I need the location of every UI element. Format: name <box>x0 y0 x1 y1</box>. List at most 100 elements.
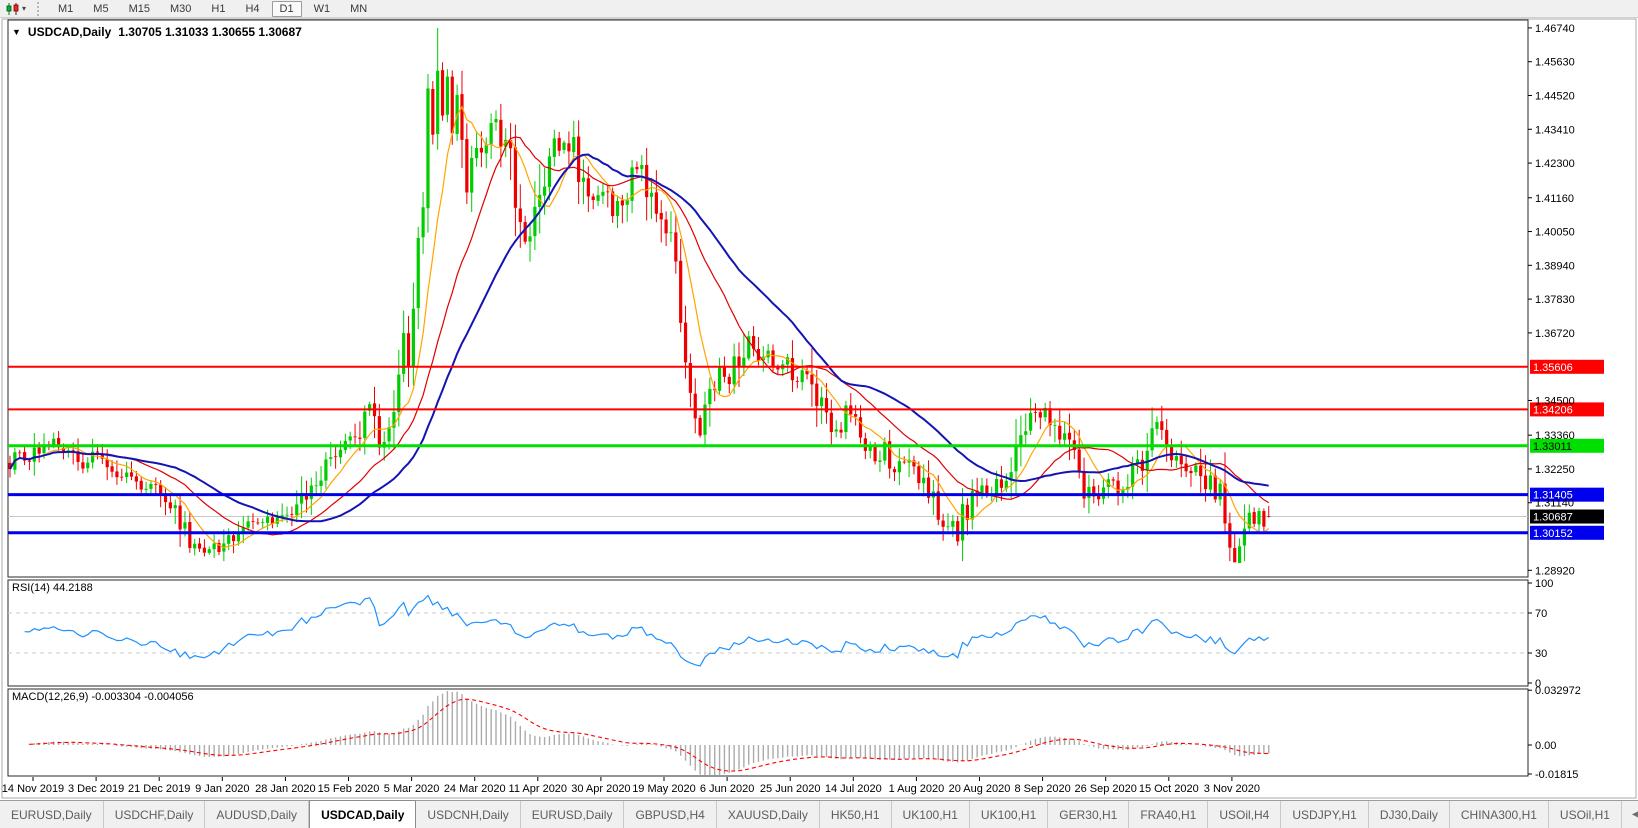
candle <box>820 386 824 425</box>
level-1.31405-badge <box>1530 487 1604 502</box>
candle <box>547 148 552 201</box>
price-chart-canvas[interactable]: 1.35606 1.34206 1.33011 1.31405 1.30152 1.306… <box>0 18 1638 800</box>
current-price-badge-text: 1.30687 <box>1533 512 1573 524</box>
tab-audusd-daily[interactable]: AUDUSD,Daily <box>205 801 310 828</box>
timeframe-button-d1[interactable]: D1 <box>271 0 302 17</box>
scroll-left-icon[interactable]: ◀ <box>1631 809 1638 820</box>
candle <box>839 422 843 439</box>
candle <box>679 238 683 333</box>
fast-ma-line <box>9 105 1270 549</box>
candle <box>1111 476 1115 487</box>
timeframe-button-m15[interactable]: M15 <box>128 2 150 15</box>
tab-usdjpy-h1[interactable]: USDJPY,H1 <box>1281 801 1369 828</box>
date-tick-label: 15 Feb 2020 <box>318 783 380 795</box>
tab-uk100-h1[interactable]: UK100,H1 <box>970 801 1049 828</box>
tab-usdcad-daily[interactable]: USDCAD,Daily <box>309 800 417 828</box>
chart-tabs: EURUSD,Daily USDCHF,Daily AUDUSD,Daily USDC… <box>0 800 1622 828</box>
candle <box>309 477 313 516</box>
candle <box>465 123 469 205</box>
candle <box>411 282 415 386</box>
candle <box>474 130 479 167</box>
rsi-line <box>24 594 1270 667</box>
timeframe-button-m1[interactable]: M1 <box>58 2 74 15</box>
candle <box>960 487 965 562</box>
candle <box>956 516 960 546</box>
timeframe-button-w1[interactable]: W1 <box>313 2 331 15</box>
tab-xauusd-daily[interactable]: XAUUSD,Daily <box>717 801 820 828</box>
tab-ger30-h1[interactable]: GER30,H1 <box>1048 801 1130 828</box>
current-price-badge <box>1530 509 1604 524</box>
timeframe-button-h1[interactable]: H1 <box>211 2 226 15</box>
candle <box>217 539 221 556</box>
candle <box>110 460 114 478</box>
macd-signal-line <box>29 698 1269 772</box>
tab-eurusd-daily[interactable]: EURUSD,Daily <box>521 801 625 828</box>
candle <box>970 479 974 530</box>
candle <box>1213 468 1217 503</box>
date-tick-label: 6 Jun 2020 <box>700 783 754 795</box>
candle <box>251 513 255 530</box>
candle <box>494 110 498 131</box>
tab-dj30-daily[interactable]: DJ30,Daily <box>1369 801 1450 828</box>
candle <box>805 367 809 380</box>
candle <box>664 211 668 246</box>
rsi-panel-border <box>7 579 1529 687</box>
timeframe-button-m30[interactable]: M30 <box>169 2 192 15</box>
candle <box>751 326 756 357</box>
window-menu-icon[interactable]: ▼ <box>12 27 21 37</box>
candle <box>557 131 561 157</box>
candle <box>538 164 542 234</box>
tab-uk100-h1[interactable]: UK100,H1 <box>892 801 970 828</box>
candle <box>1155 416 1159 436</box>
timeframe-button-h4[interactable]: H4 <box>245 2 260 15</box>
rsi-level-label: 100 <box>1535 578 1553 590</box>
date-tick-label: 1 Aug 2020 <box>889 783 945 795</box>
candle <box>1262 508 1266 532</box>
candle <box>615 195 620 229</box>
candle <box>86 457 90 473</box>
candle <box>402 310 406 382</box>
tab-usoil-h1[interactable]: USOil,H1 <box>1549 801 1622 828</box>
candle <box>795 376 799 389</box>
candle <box>178 495 182 547</box>
candle <box>139 477 143 494</box>
tab-china300-h1[interactable]: CHINA300,H1 <box>1450 801 1549 828</box>
chart-window[interactable]: 1.35606 1.34206 1.33011 1.31405 1.30152 1.306… <box>0 18 1638 800</box>
candle <box>314 471 318 494</box>
price-tick-label: 1.43410 <box>1535 124 1575 136</box>
tab-eurusd-daily[interactable]: EURUSD,Daily <box>0 801 104 828</box>
candle <box>173 499 177 525</box>
tab-usdchf-daily[interactable]: USDCHF,Daily <box>104 801 206 828</box>
price-tick-label: 1.46740 <box>1535 23 1575 35</box>
candle <box>1267 505 1271 518</box>
timeframe-button-m5[interactable]: M5 <box>93 2 109 15</box>
tab-gbpusd-h4[interactable]: GBPUSD,H4 <box>624 801 717 828</box>
candle <box>1024 413 1028 447</box>
candle <box>144 481 148 494</box>
candle <box>508 123 513 180</box>
chart-style-icon[interactable]: ▾ <box>3 2 29 16</box>
tab-usdcnh-daily[interactable]: USDCNH,Daily <box>416 801 521 828</box>
date-tick-label: 21 Dec 2019 <box>128 783 190 795</box>
candle <box>693 378 697 434</box>
tab-usoil-h4[interactable]: USOil,H4 <box>1208 801 1282 828</box>
tab-hk50-h1[interactable]: HK50,H1 <box>820 801 892 828</box>
candle <box>1199 448 1203 493</box>
candle <box>1208 459 1213 497</box>
candle <box>261 518 265 529</box>
candle <box>1009 457 1013 499</box>
candle <box>149 480 153 496</box>
candle <box>81 452 85 474</box>
candle <box>324 452 328 489</box>
timeframe-button-mn[interactable]: MN <box>350 2 368 15</box>
candle <box>698 415 702 438</box>
candle <box>649 177 654 219</box>
candle <box>1140 450 1144 485</box>
candle <box>965 498 970 536</box>
candle <box>256 518 260 526</box>
candle <box>936 475 940 526</box>
candle <box>645 147 649 221</box>
candle <box>18 449 22 458</box>
tab-fra40-h1[interactable]: FRA40,H1 <box>1129 801 1209 828</box>
candle <box>290 506 294 527</box>
